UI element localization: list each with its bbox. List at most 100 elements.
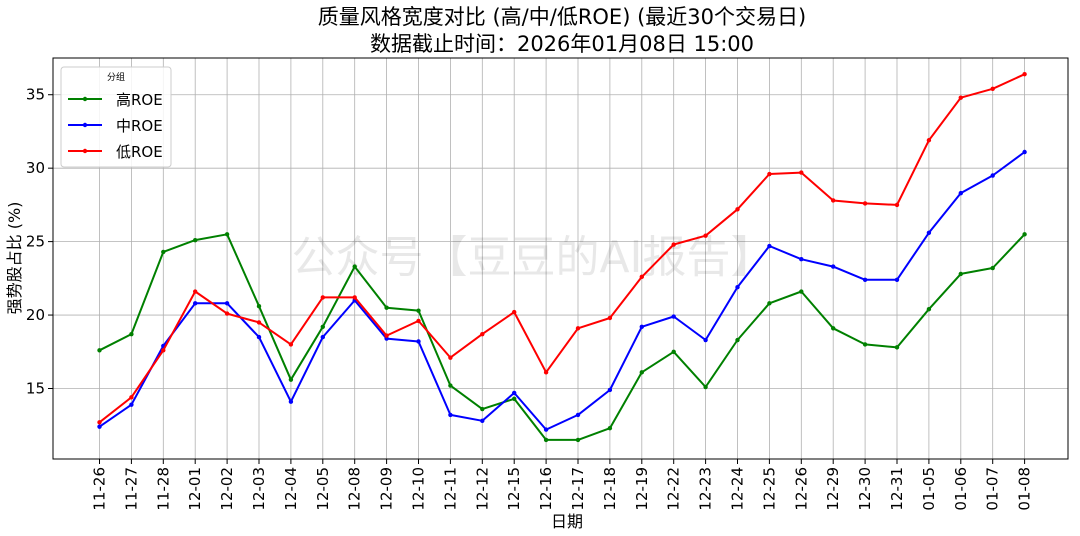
y-axis-label: 强势股占比 (%) xyxy=(5,202,24,315)
x-tick-label: 12-05 xyxy=(314,467,332,511)
x-tick-label: 01-08 xyxy=(1016,467,1034,511)
data-point xyxy=(1022,149,1027,155)
x-axis: 11-26 11-27 11-28 12-01 12-02 12-03 12-04 12-05… xyxy=(91,459,1034,511)
data-point xyxy=(352,295,357,300)
data-point xyxy=(416,318,421,324)
data-point xyxy=(352,264,357,269)
data-point xyxy=(639,370,644,375)
data-point xyxy=(639,324,644,330)
data-point xyxy=(990,173,995,178)
data-point xyxy=(416,308,421,313)
data-point xyxy=(735,207,740,212)
data-point xyxy=(480,331,485,337)
data-point xyxy=(926,138,932,143)
x-tick-label: 12-04 xyxy=(282,467,300,511)
data-point xyxy=(256,320,262,325)
series-layer xyxy=(97,71,1027,443)
data-point xyxy=(831,198,836,203)
data-point xyxy=(384,333,389,338)
x-tick-label: 12-09 xyxy=(378,467,396,511)
data-point xyxy=(224,301,230,306)
data-point xyxy=(799,170,804,175)
legend-marker xyxy=(82,148,88,154)
data-point xyxy=(607,425,613,431)
data-point xyxy=(161,249,166,255)
data-point xyxy=(799,257,804,262)
legend-label: 中ROE xyxy=(116,117,163,135)
data-point xyxy=(958,271,963,277)
data-point xyxy=(671,349,676,354)
series-line xyxy=(98,73,1026,424)
data-point xyxy=(97,420,102,425)
data-point xyxy=(480,418,485,424)
data-point xyxy=(862,201,868,206)
data-point xyxy=(129,402,134,407)
data-point xyxy=(416,339,421,344)
data-point xyxy=(575,412,581,418)
data-point xyxy=(320,334,325,340)
x-tick-label: 12-08 xyxy=(346,467,364,511)
y-tick-label: 25 xyxy=(26,233,45,251)
data-point xyxy=(543,427,549,432)
x-tick-label: 01-05 xyxy=(920,467,938,511)
x-tick-label: 12-30 xyxy=(856,467,874,511)
y-tick-label: 30 xyxy=(26,159,45,177)
data-point xyxy=(320,324,325,330)
watermark-text: 公众号【豆豆的AI报告】 xyxy=(291,232,774,283)
data-point xyxy=(161,348,166,353)
data-point xyxy=(607,315,613,321)
data-point xyxy=(543,370,549,375)
legend: 分组 高ROE 中ROE 低ROE xyxy=(60,66,172,168)
chart-subtitle: 数据截止时间：2026年01月08日 15:00 xyxy=(370,32,754,56)
data-point xyxy=(97,348,102,353)
data-point xyxy=(512,309,517,315)
x-tick-label: 12-10 xyxy=(410,467,428,511)
data-point xyxy=(990,265,995,271)
data-point xyxy=(193,237,198,243)
x-tick-label: 12-31 xyxy=(888,467,906,511)
data-point xyxy=(703,233,708,238)
x-tick-label: 11-27 xyxy=(122,467,140,511)
plot-frame xyxy=(52,57,1069,460)
data-point xyxy=(320,295,325,300)
x-tick-label: 12-29 xyxy=(824,467,842,511)
data-point xyxy=(384,305,389,310)
x-tick-label: 12-23 xyxy=(697,467,715,511)
x-tick-label: 12-03 xyxy=(250,467,268,511)
data-point xyxy=(926,230,932,235)
data-point xyxy=(1022,71,1027,77)
data-point xyxy=(958,95,963,100)
x-tick-label: 12-01 xyxy=(186,467,204,511)
y-tick-label: 35 xyxy=(26,86,45,104)
data-point xyxy=(288,399,294,404)
series-line xyxy=(99,233,1026,441)
data-point xyxy=(862,342,868,347)
y-tick-label: 15 xyxy=(26,379,45,397)
x-tick-label: 01-07 xyxy=(984,467,1002,511)
data-point xyxy=(703,337,708,343)
data-point xyxy=(288,342,294,347)
data-point xyxy=(894,202,900,208)
legend-label: 低ROE xyxy=(116,143,163,161)
data-point xyxy=(193,301,198,306)
data-point xyxy=(575,326,581,331)
data-point xyxy=(831,326,836,331)
data-point xyxy=(129,395,134,400)
x-tick-label: 01-06 xyxy=(952,467,970,511)
data-point xyxy=(990,86,995,92)
chart-title: 质量风格宽度对比 (高/中/低ROE) (最近30个交易日) xyxy=(318,5,806,29)
data-point xyxy=(288,377,294,382)
series-2 xyxy=(97,149,1027,432)
series-3 xyxy=(97,71,1027,425)
x-axis-label: 日期 xyxy=(551,512,583,531)
series-1 xyxy=(97,232,1027,443)
data-point xyxy=(193,289,198,294)
x-tick-label: 12-17 xyxy=(569,467,587,511)
data-point xyxy=(767,243,772,249)
data-point xyxy=(1022,232,1027,237)
x-tick-label: 12-11 xyxy=(441,467,459,511)
y-axis: 15 20 25 30 35 xyxy=(26,86,53,397)
data-point xyxy=(926,306,932,312)
data-point xyxy=(767,301,772,306)
data-point xyxy=(543,437,549,443)
